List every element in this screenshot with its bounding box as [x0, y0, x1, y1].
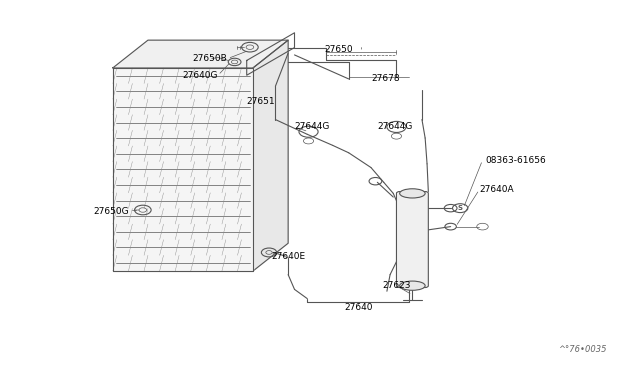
Text: 27640G: 27640G	[182, 71, 218, 80]
Text: 27644G: 27644G	[378, 122, 413, 131]
Text: S: S	[458, 205, 463, 211]
FancyBboxPatch shape	[396, 192, 428, 288]
Text: 27650G: 27650G	[93, 207, 129, 217]
Text: 27651: 27651	[247, 97, 275, 106]
Text: 27644G: 27644G	[294, 122, 330, 131]
Text: 08363-61656: 08363-61656	[486, 155, 547, 165]
Ellipse shape	[399, 189, 425, 198]
Ellipse shape	[399, 281, 425, 290]
Text: ^°76•0035: ^°76•0035	[558, 345, 607, 354]
Polygon shape	[113, 68, 253, 271]
Text: 27678: 27678	[371, 74, 399, 83]
Text: 27640A: 27640A	[479, 185, 514, 194]
Text: 27640E: 27640E	[271, 251, 305, 261]
Polygon shape	[113, 40, 288, 68]
Text: 27640: 27640	[344, 303, 372, 312]
Polygon shape	[253, 40, 288, 271]
Text: 27650B: 27650B	[193, 54, 228, 63]
Text: 27623: 27623	[382, 281, 411, 290]
Text: 27650: 27650	[325, 45, 353, 54]
